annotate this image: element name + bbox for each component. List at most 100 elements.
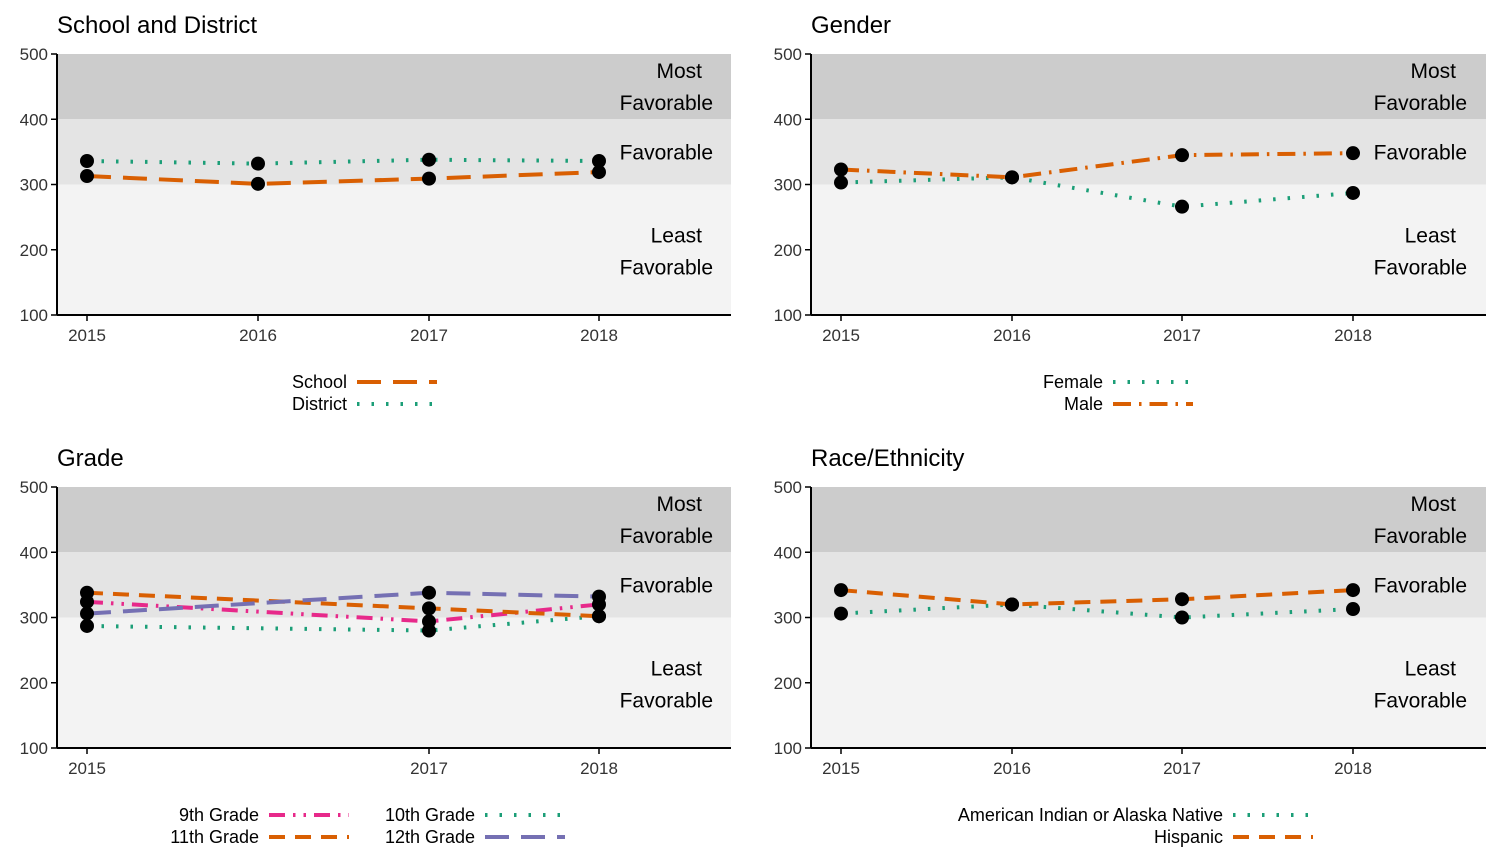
panel-0: School and District Most Favorable Favorabl…: [20, 12, 731, 414]
band-label: Favorable: [620, 257, 713, 280]
panel-title: Grade: [57, 445, 124, 472]
data-point: [1346, 185, 1360, 200]
band-label: Least: [1405, 658, 1457, 681]
data-point: [1346, 146, 1360, 161]
legend-label: Male: [1064, 394, 1103, 414]
x-tick-label: 2017: [410, 326, 448, 345]
band-label: Most: [656, 60, 702, 83]
y-tick-label: 200: [774, 674, 802, 693]
band-label: Most: [1410, 493, 1456, 516]
data-point: [251, 176, 265, 191]
data-point: [1005, 597, 1019, 612]
band-most-favorable: [57, 54, 731, 120]
data-point: [422, 601, 436, 616]
y-tick-label: 100: [774, 306, 802, 325]
x-tick-label: 2015: [68, 326, 106, 345]
panel-title: Gender: [811, 12, 891, 39]
data-point: [422, 623, 436, 638]
band-most-favorable: [811, 487, 1486, 553]
band-label: Least: [651, 225, 703, 248]
y-tick-label: 400: [774, 543, 802, 562]
y-tick-label: 300: [774, 609, 802, 628]
x-tick-label: 2018: [1334, 759, 1372, 778]
x-tick-label: 2015: [822, 326, 860, 345]
legend-label: Female: [1043, 372, 1103, 392]
band-label: Most: [656, 493, 702, 516]
data-point: [834, 606, 848, 621]
y-tick-label: 400: [20, 110, 48, 129]
data-point: [592, 609, 606, 624]
y-tick-label: 200: [774, 241, 802, 260]
x-tick-label: 2015: [68, 759, 106, 778]
y-tick-label: 200: [20, 674, 48, 693]
band-favorable: [811, 552, 1486, 618]
band-favorable: [57, 119, 731, 185]
band-label: Favorable: [1374, 525, 1467, 548]
panel-title: Race/Ethnicity: [811, 445, 964, 472]
data-point: [592, 154, 606, 169]
legend-label: 12th Grade: [385, 827, 475, 847]
band-most-favorable: [57, 487, 731, 553]
x-tick-label: 2018: [580, 759, 618, 778]
data-point: [1175, 610, 1189, 625]
data-point: [1175, 199, 1189, 214]
band-label: Favorable: [620, 525, 713, 548]
band-least-favorable: [811, 184, 1486, 315]
x-tick-label: 2017: [1163, 326, 1201, 345]
y-tick-label: 500: [20, 478, 48, 497]
panel-title: School and District: [57, 12, 257, 39]
x-tick-label: 2017: [1163, 759, 1201, 778]
x-tick-label: 2016: [239, 326, 277, 345]
series-line-hispanic: [840, 588, 1354, 607]
y-tick-label: 500: [20, 45, 48, 64]
legend-label: District: [292, 394, 347, 414]
y-tick-label: 400: [774, 110, 802, 129]
x-tick-label: 2018: [580, 326, 618, 345]
data-point: [80, 154, 94, 169]
panel-1: Gender Most Favorable Favorable Least Favorab…: [774, 12, 1486, 414]
legend-label: Hispanic: [1154, 827, 1223, 847]
data-point: [834, 162, 848, 177]
x-tick-label: 2016: [993, 326, 1031, 345]
band-label: Most: [1410, 60, 1456, 83]
panel-2: Grade Most Favorable Favorable Least Favorabl…: [20, 445, 731, 847]
band-label: Favorable: [1374, 690, 1467, 713]
data-point: [592, 589, 606, 604]
data-point: [1175, 148, 1189, 163]
series-line-male: [840, 151, 1354, 180]
data-point: [422, 585, 436, 600]
data-point: [1346, 583, 1360, 598]
data-point: [251, 156, 265, 171]
band-label: Favorable: [1374, 92, 1467, 115]
data-point: [422, 171, 436, 186]
data-point: [834, 175, 848, 190]
y-tick-label: 200: [20, 241, 48, 260]
band-label: Favorable: [620, 574, 713, 597]
data-point: [1005, 170, 1019, 185]
series-line-school: [86, 170, 600, 186]
y-tick-label: 300: [20, 609, 48, 628]
band-most-favorable: [811, 54, 1486, 120]
x-tick-label: 2015: [822, 759, 860, 778]
band-label: Favorable: [620, 92, 713, 115]
band-least-favorable: [811, 617, 1486, 748]
x-tick-label: 2018: [1334, 326, 1372, 345]
band-label: Favorable: [1374, 574, 1467, 597]
panel-3: Race/Ethnicity Most Favorable Favorable Leas…: [774, 445, 1486, 847]
y-tick-label: 100: [774, 739, 802, 758]
y-tick-label: 100: [20, 306, 48, 325]
data-point: [80, 169, 94, 184]
legend-label: 9th Grade: [179, 805, 259, 825]
data-point: [422, 152, 436, 167]
y-tick-label: 500: [774, 45, 802, 64]
legend-label: School: [292, 372, 347, 392]
x-tick-label: 2016: [993, 759, 1031, 778]
y-tick-label: 300: [774, 176, 802, 195]
data-point: [1175, 592, 1189, 607]
legend-label: American Indian or Alaska Native: [958, 805, 1223, 825]
band-label: Favorable: [1374, 257, 1467, 280]
legend-label: 11th Grade: [170, 827, 259, 847]
band-label: Least: [651, 658, 703, 681]
